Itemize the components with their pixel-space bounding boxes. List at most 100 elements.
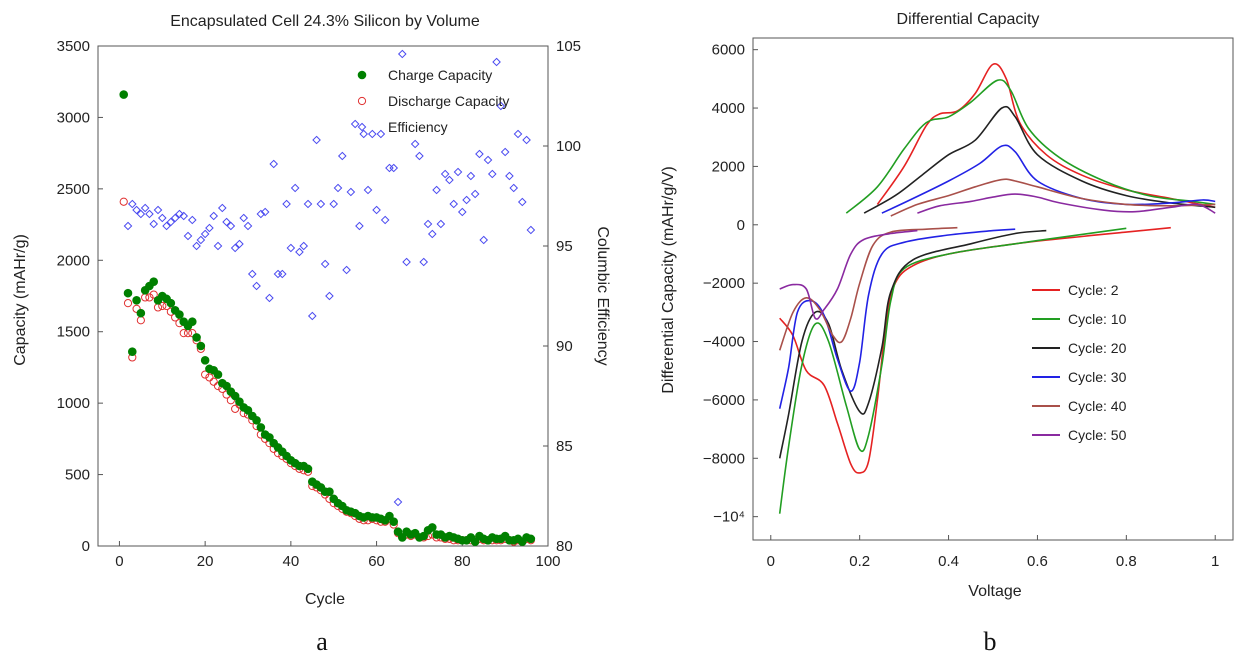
efficiency-point [320,259,330,269]
y-tick-label: −8000 [703,450,745,467]
efficiency-point [290,183,300,193]
panel-b-differential-chart: Differential Capacity 0 0.2 0.4 0.6 0.8 1 6000… [660,11,1234,656]
efficiency-point [350,119,360,129]
efficiency-point [526,225,536,235]
efficiency-point [500,147,510,157]
legend-entry: Cycle: 40 [1068,398,1127,414]
efficiency-point [140,203,150,213]
efficiency-point [217,203,227,213]
charge-capacity-point [192,333,201,342]
charge-capacity-point [123,288,133,298]
efficiency-point [393,497,403,507]
efficiency-point [136,209,146,219]
charge-capacity-point [243,405,253,415]
charge-capacity-point [526,534,536,544]
efficiency-point [286,243,296,253]
efficiency-point [483,155,493,165]
legend-entry: Cycle: 30 [1068,369,1127,385]
x-tick-label: 60 [368,553,385,570]
efficiency-point [492,57,501,67]
y-tick-label: 3500 [57,38,90,55]
charge-capacity-point [419,531,429,541]
efficiency-point [170,213,180,223]
y-tick-label: 6000 [712,42,745,59]
chart-a-data-points [119,49,536,547]
charge-capacity-point [265,433,274,442]
cycle-30-charge-line [881,144,1216,214]
efficiency-point [153,205,163,215]
discharge-capacity-point [231,404,240,413]
chart-a-y-axis-label: Capacity (mAHr/g) [12,234,29,366]
x-tick-label: 100 [535,553,560,570]
legend-entry: Cycle: 50 [1068,427,1127,443]
efficiency-point [157,213,167,223]
efficiency-point [256,209,266,219]
y-tick-label: 2500 [57,181,90,198]
cycle-40-charge-line [890,178,1216,217]
charge-capacity-point [200,355,210,365]
charge-capacity-point [196,341,206,351]
discharge-capacity-point [205,373,214,382]
discharge-capacity-point [179,329,188,338]
efficiency-point [509,183,519,193]
chart-b-x-axis-label: Voltage [968,583,1021,600]
efficiency-point [162,221,171,231]
chart-a-y2-axis-label: Columbic Efficiency [594,226,611,365]
chart-a-ticks: 0 20 40 60 80 1000500100015002000250030003500… [57,38,581,570]
efficiency-point [235,239,244,249]
efficiency-point [187,215,197,225]
discharge-capacity-point [132,304,141,313]
y2-tick-label: 85 [556,438,573,455]
y-tick-label: 3000 [57,109,90,126]
efficiency-point [457,207,467,217]
efficiency-point [440,169,450,179]
charge-capacity-point [187,317,197,327]
efficiency-point [389,163,399,173]
efficiency-point [432,185,441,195]
charge-capacity-point [427,523,437,532]
y2-tick-label: 100 [556,138,581,155]
efficiency-point [470,189,480,199]
x-tick-label: 0 [115,553,123,570]
efficiency-point [397,49,407,59]
panel-a-capacity-chart: Encapsulated Cell 24.3% Silicon by Volum… [12,13,611,656]
efficiency-point [380,215,390,225]
discharge-capacity-point [226,396,235,405]
legend-marker [357,70,367,80]
efficiency-point [299,241,309,251]
charge-capacity-point [222,381,231,391]
chart-b-legend: Cycle: 2 Cycle: 10 Cycle: 20 Cycle: 30 Cycle… [1032,282,1127,443]
y-tick-label: 4000 [712,100,745,117]
charge-capacity-point [470,537,480,547]
y2-tick-label: 90 [556,338,573,355]
efficiency-point [127,199,137,209]
efficiency-point [419,257,429,267]
efficiency-point [312,135,321,145]
efficiency-point [260,207,270,217]
efficiency-point [466,171,476,181]
efficiency-point [410,139,420,149]
panel-a-label: a [316,627,328,656]
y-tick-label: −10⁴ [713,509,745,526]
efficiency-point [183,231,193,241]
efficiency-point [363,185,373,195]
charge-capacity-point [132,295,141,305]
efficiency-point [333,183,343,193]
efficiency-point [243,221,253,231]
y-tick-label: 1500 [57,324,90,341]
legend-marker [357,122,367,132]
efficiency-point [205,223,214,233]
charge-capacity-point [235,397,244,407]
cycle-10-charge-line [845,79,1216,214]
y-tick-label: −6000 [703,392,745,409]
y-tick-label: 0 [737,217,745,234]
efficiency-point [247,269,257,279]
chart-a-title: Encapsulated Cell 24.3% Silicon by Volum… [170,13,480,30]
chart-b-series-lines [778,63,1216,514]
charge-capacity-point [166,298,176,308]
discharge-capacity-point [145,293,154,302]
y2-tick-label: 105 [556,38,581,55]
charge-capacity-point [256,423,266,432]
discharge-capacity-point [123,299,133,308]
chart-a-legend: Charge Capacity Discharge Capacity Efficie… [357,67,509,135]
